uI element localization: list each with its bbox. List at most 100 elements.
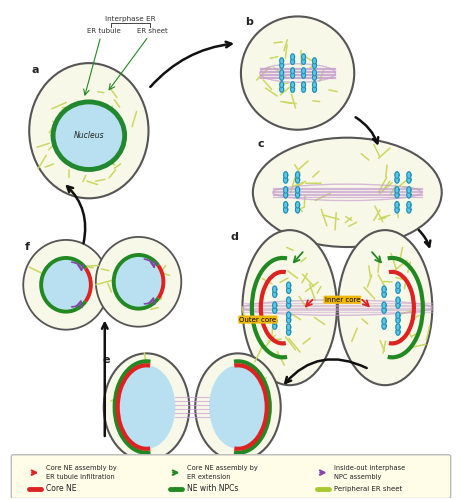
- Text: Inner core: Inner core: [325, 296, 360, 302]
- Polygon shape: [407, 206, 411, 213]
- Polygon shape: [396, 302, 400, 308]
- Text: Outer core: Outer core: [239, 316, 277, 322]
- Text: a: a: [31, 65, 39, 75]
- Ellipse shape: [104, 354, 189, 461]
- Polygon shape: [280, 74, 284, 80]
- Polygon shape: [301, 72, 306, 78]
- Polygon shape: [272, 286, 277, 292]
- Polygon shape: [313, 82, 316, 88]
- Ellipse shape: [114, 255, 163, 308]
- Text: Inside-out interphase
NPC assembly: Inside-out interphase NPC assembly: [334, 466, 406, 480]
- Ellipse shape: [118, 366, 175, 449]
- Ellipse shape: [29, 63, 148, 198]
- Polygon shape: [382, 318, 386, 324]
- Polygon shape: [272, 291, 277, 298]
- Polygon shape: [395, 176, 399, 183]
- Polygon shape: [301, 58, 306, 64]
- Polygon shape: [287, 316, 291, 324]
- Text: b: b: [245, 18, 253, 28]
- Text: d: d: [230, 232, 238, 242]
- Polygon shape: [313, 74, 316, 80]
- Polygon shape: [272, 307, 277, 314]
- Polygon shape: [382, 286, 386, 292]
- Polygon shape: [287, 312, 291, 318]
- Polygon shape: [301, 68, 306, 74]
- Polygon shape: [395, 192, 399, 198]
- Polygon shape: [284, 192, 288, 198]
- Polygon shape: [284, 172, 288, 178]
- Polygon shape: [287, 302, 291, 308]
- Polygon shape: [395, 186, 399, 193]
- Polygon shape: [407, 176, 411, 183]
- Polygon shape: [396, 324, 400, 330]
- Polygon shape: [272, 322, 277, 329]
- Polygon shape: [301, 82, 306, 88]
- Polygon shape: [272, 318, 277, 324]
- Polygon shape: [287, 328, 291, 335]
- Polygon shape: [396, 316, 400, 324]
- Text: Interphase ER: Interphase ER: [105, 16, 156, 22]
- Text: c: c: [258, 138, 265, 148]
- Ellipse shape: [53, 102, 124, 170]
- Polygon shape: [407, 172, 411, 178]
- Polygon shape: [301, 54, 306, 60]
- Polygon shape: [382, 302, 386, 308]
- Polygon shape: [407, 202, 411, 208]
- FancyBboxPatch shape: [12, 455, 451, 498]
- Polygon shape: [301, 86, 306, 92]
- Polygon shape: [396, 328, 400, 335]
- Polygon shape: [396, 297, 400, 304]
- Text: NE with NPCs: NE with NPCs: [187, 484, 239, 493]
- Ellipse shape: [41, 258, 91, 312]
- Ellipse shape: [23, 240, 109, 330]
- Ellipse shape: [338, 230, 432, 385]
- Text: Nucleus: Nucleus: [74, 131, 104, 140]
- Polygon shape: [296, 172, 300, 178]
- Text: e: e: [103, 356, 110, 366]
- Polygon shape: [382, 291, 386, 298]
- Polygon shape: [313, 62, 316, 68]
- Polygon shape: [296, 176, 300, 183]
- Polygon shape: [284, 206, 288, 213]
- Polygon shape: [280, 62, 284, 68]
- Ellipse shape: [242, 230, 337, 385]
- Polygon shape: [291, 82, 295, 88]
- Polygon shape: [291, 54, 295, 60]
- Polygon shape: [395, 172, 399, 178]
- Polygon shape: [407, 192, 411, 198]
- Ellipse shape: [195, 354, 281, 461]
- Polygon shape: [313, 70, 316, 76]
- Polygon shape: [287, 297, 291, 304]
- Polygon shape: [396, 282, 400, 288]
- Polygon shape: [291, 86, 295, 92]
- Polygon shape: [287, 282, 291, 288]
- Text: Peripheral ER sheet: Peripheral ER sheet: [334, 486, 402, 492]
- Polygon shape: [280, 86, 284, 92]
- Polygon shape: [287, 287, 291, 294]
- Polygon shape: [291, 58, 295, 64]
- Polygon shape: [395, 206, 399, 213]
- Polygon shape: [296, 202, 300, 208]
- Ellipse shape: [209, 366, 267, 449]
- Polygon shape: [284, 176, 288, 183]
- Ellipse shape: [241, 16, 354, 130]
- Text: Core NE: Core NE: [46, 484, 77, 493]
- Text: Core NE assembly by
ER extension: Core NE assembly by ER extension: [187, 466, 258, 480]
- Polygon shape: [382, 322, 386, 329]
- Text: ER sheet: ER sheet: [137, 28, 168, 34]
- Ellipse shape: [96, 237, 181, 326]
- Polygon shape: [396, 312, 400, 318]
- Text: ER tubule: ER tubule: [87, 28, 121, 34]
- Polygon shape: [296, 192, 300, 198]
- Polygon shape: [296, 206, 300, 213]
- Polygon shape: [291, 72, 295, 78]
- Polygon shape: [407, 186, 411, 193]
- Text: Core NE assembly by
ER tubule infiltration: Core NE assembly by ER tubule infiltrati…: [46, 466, 117, 480]
- Polygon shape: [280, 82, 284, 88]
- Polygon shape: [396, 287, 400, 294]
- Polygon shape: [280, 58, 284, 64]
- Polygon shape: [272, 302, 277, 308]
- Polygon shape: [382, 307, 386, 314]
- Text: f: f: [24, 242, 29, 252]
- Polygon shape: [280, 70, 284, 76]
